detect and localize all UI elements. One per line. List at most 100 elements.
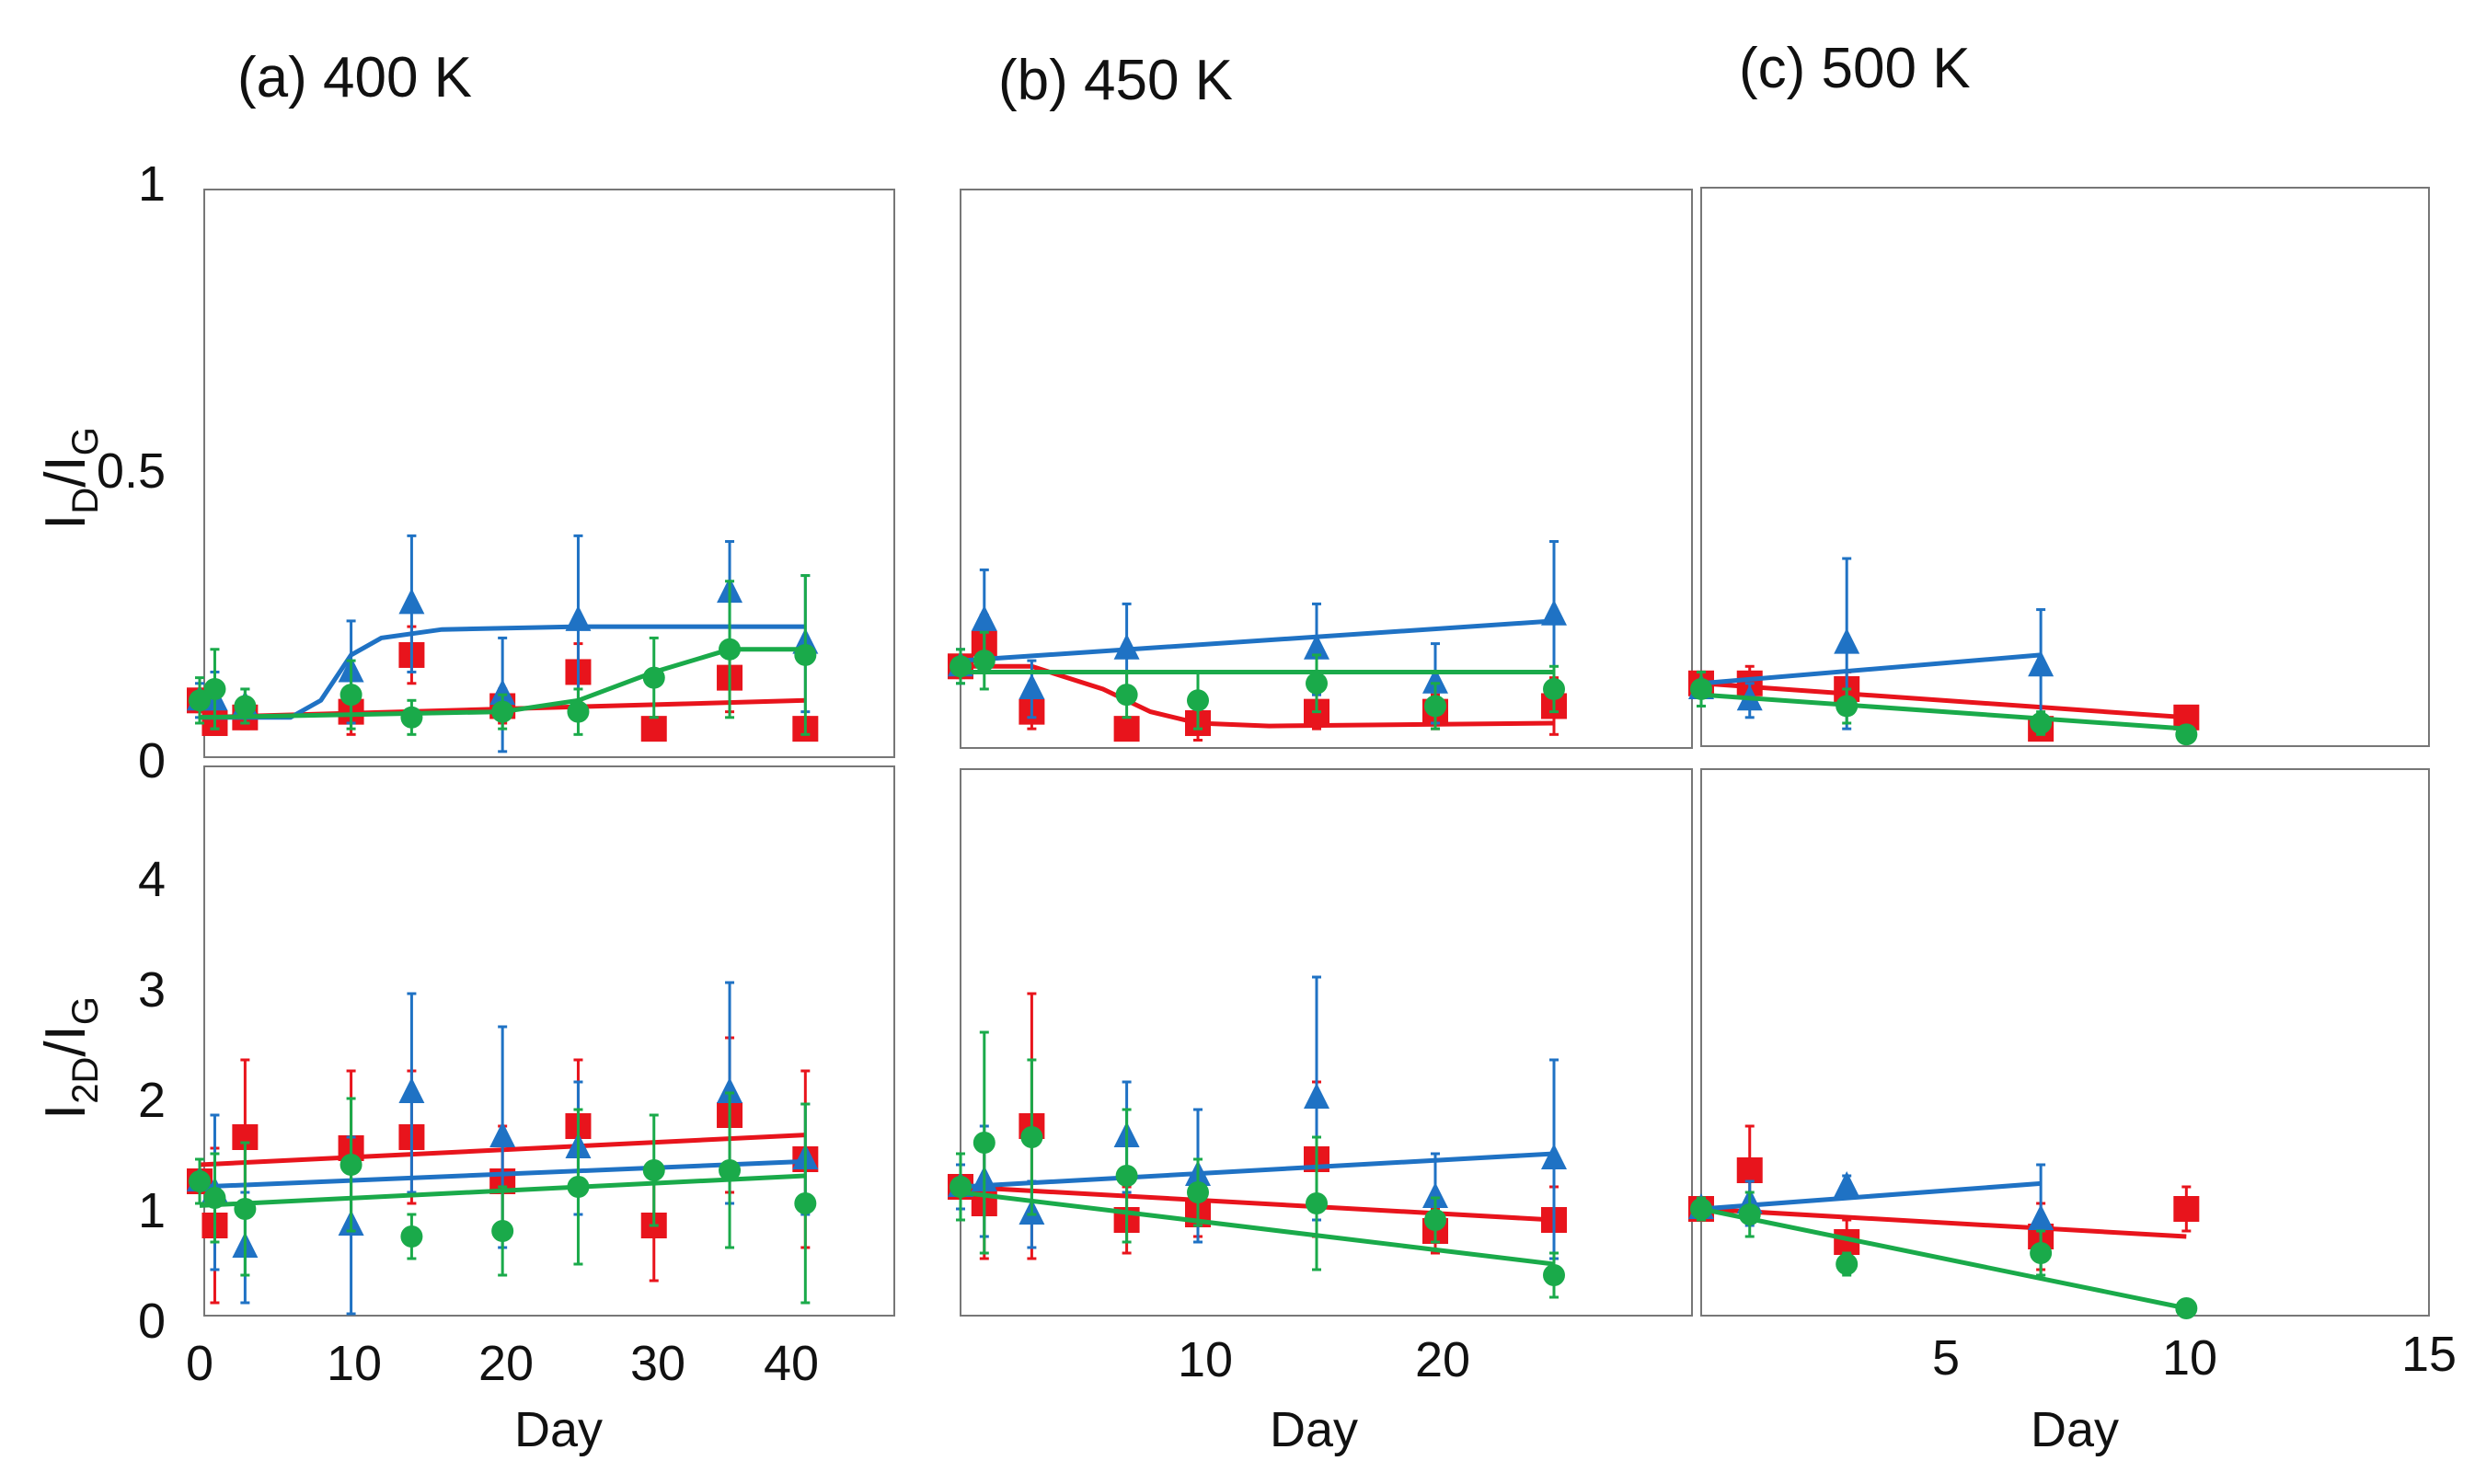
marker-circle-green xyxy=(719,638,742,661)
marker-circle-green xyxy=(567,700,590,723)
fit-line-red xyxy=(1700,1206,2187,1239)
fit-line-green xyxy=(1700,1206,2187,1311)
marker-triangle-blue xyxy=(1834,1171,1860,1197)
fit-line-red xyxy=(961,663,1555,729)
marker-circle-green xyxy=(1543,677,1565,700)
fit-line-blue xyxy=(960,1151,1555,1190)
fit-line-blue xyxy=(1700,652,2042,686)
marker-circle-green xyxy=(203,677,226,700)
marker-triangle-blue xyxy=(1019,673,1045,699)
marker-circle-green xyxy=(1306,672,1328,695)
ytick-bottom-1: 1 xyxy=(138,1183,166,1238)
xtick-c-10: 10 xyxy=(2162,1330,2217,1386)
ytick-bottom-2: 2 xyxy=(138,1073,166,1128)
marker-circle-green xyxy=(1187,689,1209,712)
marker-triangle-blue xyxy=(565,604,592,631)
marker-circle-green xyxy=(2175,723,2198,746)
marker-circle-green xyxy=(491,1220,514,1242)
marker-circle-green xyxy=(1836,695,1859,718)
plot-a-bottom xyxy=(187,981,819,1316)
marker-circle-green xyxy=(1690,677,1712,700)
plot-a-top xyxy=(187,534,819,754)
marker-circle-green xyxy=(491,700,514,723)
marker-circle-green xyxy=(973,1132,996,1154)
marker-triangle-blue xyxy=(2028,1204,2054,1230)
marker-square-red xyxy=(1113,716,1140,742)
panel-title-c: (c) 500 K xyxy=(1739,37,1971,100)
marker-circle-green xyxy=(1836,1253,1859,1275)
marker-circle-green xyxy=(234,1198,257,1220)
fit-line-green xyxy=(199,1173,806,1208)
marker-circle-green xyxy=(1690,1198,1712,1220)
marker-triangle-blue xyxy=(1541,1144,1567,1169)
marker-circle-green xyxy=(794,643,817,666)
ytick-top-1: 1 xyxy=(138,156,166,212)
xtick-b-20: 20 xyxy=(1415,1332,1470,1387)
marker-square-red xyxy=(640,716,667,742)
marker-triangle-blue xyxy=(1304,1083,1329,1109)
fit-line-green xyxy=(199,647,806,720)
x-label-c: Day xyxy=(2031,1402,2119,1457)
xtick-c-15: 15 xyxy=(2401,1327,2457,1382)
ytick-bottom-4: 4 xyxy=(138,852,166,907)
marker-circle-green xyxy=(642,1159,665,1181)
marker-circle-green xyxy=(189,689,211,712)
marker-circle-green xyxy=(642,666,665,689)
xtick-a-40: 40 xyxy=(764,1336,819,1391)
marker-circle-green xyxy=(719,1159,742,1181)
marker-circle-green xyxy=(203,1187,226,1209)
marker-triangle-blue xyxy=(398,1077,425,1103)
marker-circle-green xyxy=(950,1176,972,1198)
marker-circle-green xyxy=(567,1176,590,1198)
marker-triangle-blue xyxy=(1304,633,1329,660)
marker-circle-green xyxy=(1115,684,1138,707)
marker-square-red xyxy=(2173,1196,2200,1222)
panel-title-a: (a) 400 K xyxy=(237,46,472,109)
ytick-top-0.5: 0.5 xyxy=(97,443,166,499)
xtick-a-20: 20 xyxy=(478,1336,534,1391)
marker-circle-green xyxy=(1306,1192,1328,1214)
plot-b-top xyxy=(948,540,1567,742)
frame-a-top xyxy=(203,189,895,758)
frame-b-top xyxy=(960,189,1693,749)
marker-circle-green xyxy=(2030,1242,2053,1264)
fit-line-green xyxy=(960,1190,1555,1267)
frame-c-bottom xyxy=(1700,768,2430,1317)
marker-triangle-blue xyxy=(2028,650,2054,677)
marker-triangle-blue xyxy=(1113,633,1140,660)
marker-triangle-blue xyxy=(398,588,425,615)
plot-c-top xyxy=(1688,557,2200,746)
marker-circle-green xyxy=(400,706,423,729)
marker-circle-green xyxy=(973,650,996,673)
marker-triangle-blue xyxy=(971,604,997,631)
marker-triangle-blue xyxy=(1422,667,1448,694)
ytick-bottom-0: 0 xyxy=(138,1294,166,1349)
marker-circle-green xyxy=(1543,1264,1565,1286)
x-label-b: Day xyxy=(1270,1402,1358,1457)
ytick-top-0: 0 xyxy=(138,733,166,788)
xtick-a-30: 30 xyxy=(630,1336,685,1391)
fit-line-green xyxy=(1700,692,2187,731)
marker-circle-green xyxy=(400,1225,423,1248)
marker-circle-green xyxy=(1424,695,1446,718)
plot-c-bottom xyxy=(1688,1124,2200,1319)
marker-circle-green xyxy=(1738,1203,1761,1225)
panel-title-b: (b) 450 K xyxy=(998,49,1233,112)
frame-c-top xyxy=(1700,187,2430,747)
plot-layer xyxy=(187,534,2200,1319)
marker-circle-green xyxy=(2030,711,2053,734)
ytick-bottom-3: 3 xyxy=(138,962,166,1018)
marker-triangle-blue xyxy=(1834,627,1860,654)
marker-circle-green xyxy=(950,655,972,678)
xtick-b-10: 10 xyxy=(1178,1332,1233,1387)
fit-line-red xyxy=(960,1184,1555,1223)
marker-circle-green xyxy=(189,1170,211,1192)
marker-circle-green xyxy=(340,1154,363,1176)
marker-circle-green xyxy=(340,684,363,707)
fit-line-red xyxy=(1700,681,2187,720)
plot-b-bottom xyxy=(948,975,1567,1299)
marker-circle-green xyxy=(1115,1165,1138,1187)
marker-triangle-blue xyxy=(1541,599,1567,626)
marker-triangle-blue xyxy=(717,1077,743,1103)
marker-circle-green xyxy=(2175,1297,2198,1319)
